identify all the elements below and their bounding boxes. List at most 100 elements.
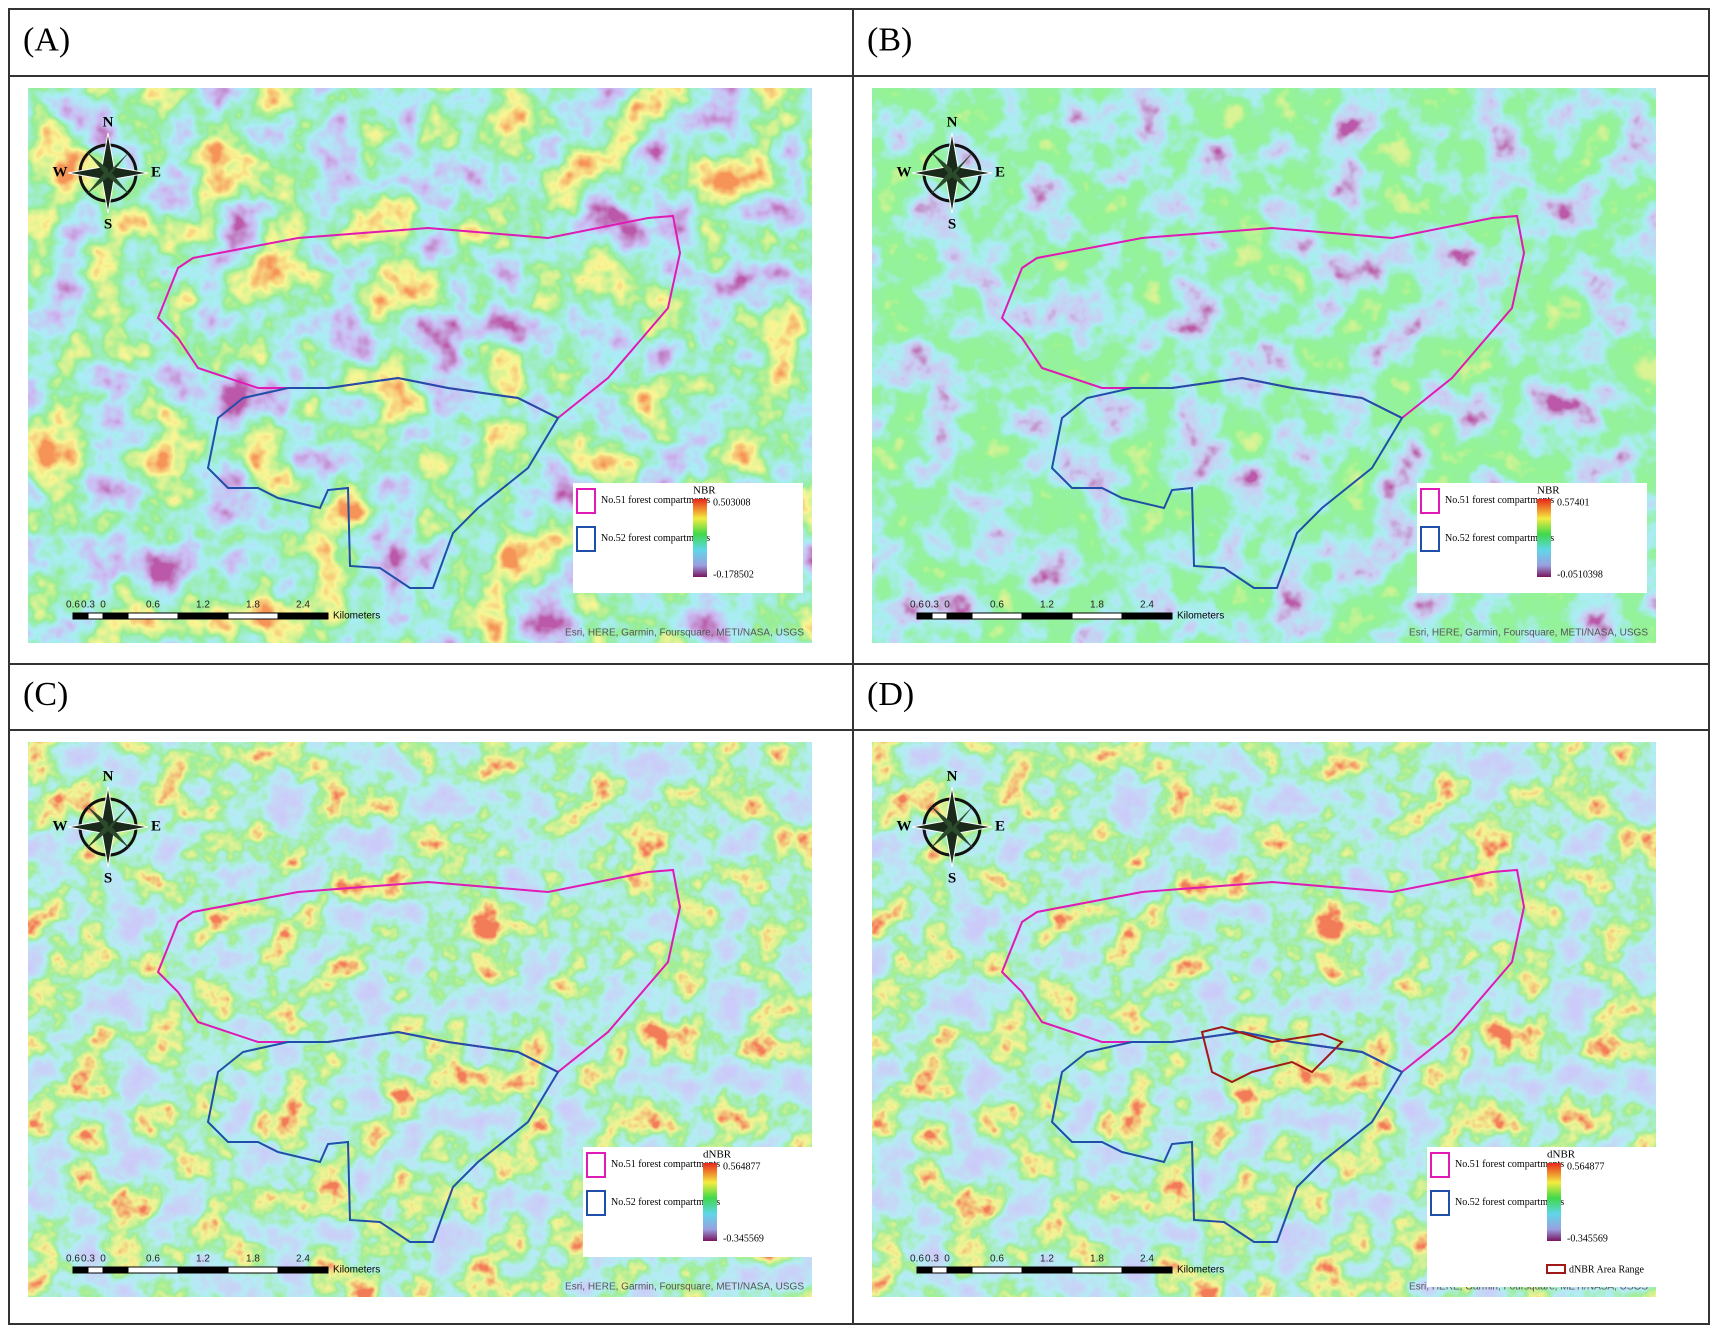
scale-tick: 0.6 (990, 600, 1004, 611)
compass-letter: W (53, 818, 68, 834)
index-name: dNBR (1547, 1149, 1576, 1161)
scale-segment (931, 612, 948, 620)
scale-tick: 0 (944, 1254, 950, 1265)
compass-star-minor (86, 151, 130, 195)
compass-letter: W (897, 818, 912, 834)
scale-tick: 0.6 (910, 1254, 924, 1265)
attribution: Esri, HERE, Garmin, Foursquare, METI/NAS… (1409, 628, 1648, 639)
range-swatch (1546, 1264, 1566, 1274)
legend-box (1427, 1147, 1657, 1287)
frame (8, 8, 1710, 1325)
compass-letter: N (103, 114, 114, 130)
compartment-52-outline (206, 1030, 560, 1243)
scale-segment (1071, 1266, 1123, 1274)
legend-item-text: No.51 forest compartments (601, 495, 710, 506)
ramp-min: -0.345569 (723, 1233, 764, 1244)
legend-item: No.52 forest compartments (601, 533, 710, 544)
scale-tick: 0 (100, 600, 106, 611)
scale-segment (1021, 612, 1073, 620)
scale-tick: 1.2 (1040, 600, 1054, 611)
scale-segment (227, 1266, 279, 1274)
legend-box (583, 1147, 813, 1257)
compartment-51-outline (1000, 868, 1526, 1074)
color-ramp (1537, 499, 1551, 577)
scale-segment (1121, 1266, 1173, 1274)
legend: No.51 forest compartments No.52 forest co… (573, 483, 803, 593)
legend: No.51 forest compartments No.52 forest co… (583, 1147, 813, 1257)
scale-segment (177, 1266, 229, 1274)
scale-segment (72, 612, 89, 620)
scale-tick: 2.4 (296, 1254, 310, 1265)
scale-segment (72, 1266, 89, 1274)
scale-segment (127, 1266, 179, 1274)
ramp-min: -0.178502 (713, 569, 754, 580)
legend-swatch (576, 526, 596, 552)
panel-label: (C) (23, 676, 68, 713)
dnbr-area-outline (1200, 1025, 1344, 1084)
compass-letter: N (947, 768, 958, 784)
scale-tick: 1.2 (1040, 1254, 1054, 1265)
scale-tick: 0.3 (925, 600, 939, 611)
range-label: dNBR Area Range (1569, 1264, 1645, 1275)
ramp-max: 0.503008 (713, 497, 751, 508)
legend-item: No.52 forest compartments (1455, 1197, 1564, 1208)
legend-swatch (1430, 1190, 1450, 1216)
legend-item-text: No.52 forest compartments (611, 1197, 720, 1208)
compass-letter: E (995, 164, 1005, 180)
compass-star-minor (930, 805, 974, 849)
scale-tick: 2.4 (1140, 600, 1154, 611)
scale-segment (1071, 612, 1123, 620)
scale-tick: 0.6 (146, 600, 160, 611)
scale-segment (277, 1266, 329, 1274)
legend-swatch (1420, 526, 1440, 552)
scale-tick: 0.6 (146, 1254, 160, 1265)
scale-unit: Kilometers (1177, 611, 1224, 622)
compartment-51-outline (1000, 214, 1526, 420)
scale-segment (177, 612, 229, 620)
compass-letter: S (104, 216, 112, 232)
index-name: dNBR (703, 1149, 732, 1161)
scale-tick: 1.8 (1090, 600, 1104, 611)
attribution: Esri, HERE, Garmin, Foursquare, METI/NAS… (1409, 1282, 1648, 1293)
scale-unit: Kilometers (333, 1265, 380, 1276)
scale-segment (1121, 612, 1173, 620)
scale-tick: 2.4 (1140, 1254, 1154, 1265)
scale-segment (87, 612, 104, 620)
panel-label: (D) (867, 676, 914, 713)
legend-item: No.51 forest compartments (611, 1159, 720, 1170)
scale-tick: 0.6 (990, 1254, 1004, 1265)
legend-item-text: No.51 forest compartments (1455, 1159, 1564, 1170)
compass: N S E W (53, 768, 162, 886)
compass: N S E W (897, 768, 1006, 886)
scale-segment (916, 1266, 933, 1274)
attribution: Esri, HERE, Garmin, Foursquare, METI/NAS… (565, 628, 804, 639)
ramp-min: -0.345569 (1567, 1233, 1608, 1244)
legend-item-text: No.51 forest compartments (611, 1159, 720, 1170)
scale-tick: 0.3 (925, 1254, 939, 1265)
compass-letter: S (104, 870, 112, 886)
scale-segment (87, 1266, 104, 1274)
scale-segment (971, 612, 1023, 620)
scale-tick: 0.3 (81, 1254, 95, 1265)
ramp-min: -0.0510398 (1557, 569, 1603, 580)
scale-segment (277, 612, 329, 620)
compass: N S E W (897, 114, 1006, 232)
panel-label: (B) (867, 21, 912, 58)
scale-tick: 0.3 (81, 600, 95, 611)
legend-item-text: No.52 forest compartments (1455, 1197, 1564, 1208)
color-ramp (703, 1163, 717, 1241)
legend-swatch (1430, 1152, 1450, 1178)
panel-label: (A) (23, 21, 70, 58)
legend-swatch (586, 1190, 606, 1216)
compass-letter: E (151, 818, 161, 834)
scale-tick: 0.6 (66, 600, 80, 611)
compass-letter: S (948, 216, 956, 232)
scale-tick: 1.2 (196, 1254, 210, 1265)
legend-item: No.51 forest compartments (601, 495, 710, 506)
legend-item: No.52 forest compartments (1445, 533, 1554, 544)
